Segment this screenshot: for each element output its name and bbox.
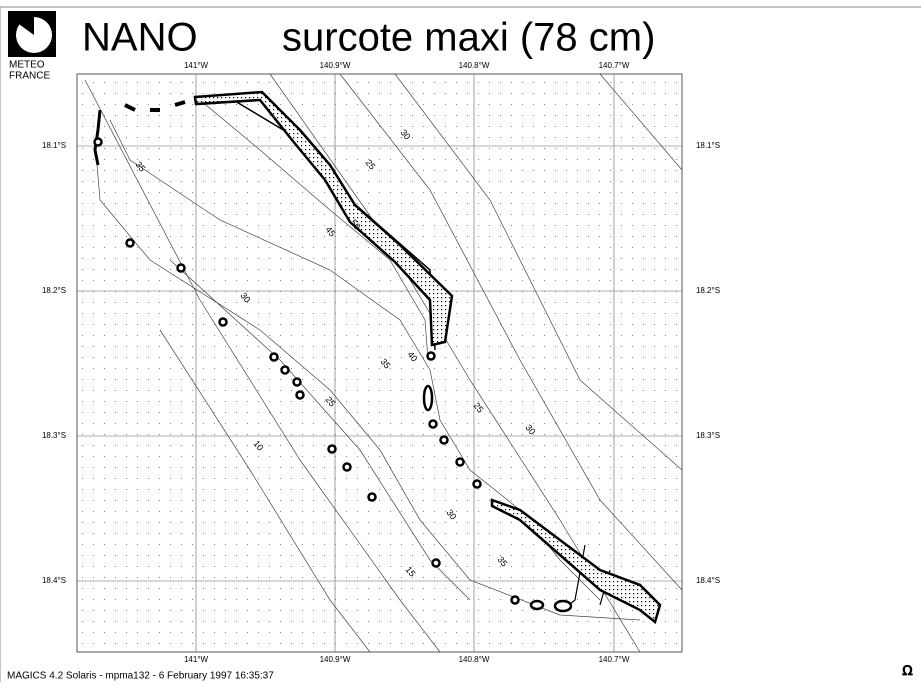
contour-line bbox=[394, 73, 683, 471]
logo: METEO FRANCE bbox=[8, 11, 56, 82]
logo-wedge bbox=[16, 16, 34, 35]
lon-label: 141°W bbox=[184, 655, 209, 664]
islet bbox=[428, 419, 438, 429]
islet bbox=[455, 457, 465, 467]
contour-label: 30 bbox=[523, 423, 537, 437]
islets bbox=[93, 137, 573, 613]
lon-label: 140.9°W bbox=[320, 61, 351, 70]
contour-label: 30 bbox=[444, 508, 458, 522]
islet bbox=[269, 352, 279, 362]
chart-title: surcote maxi (78 cm) bbox=[282, 16, 655, 60]
contour-label: 30 bbox=[398, 128, 412, 142]
lon-label: 140.7°W bbox=[599, 655, 630, 664]
islet bbox=[553, 599, 573, 613]
logo-text: METEO bbox=[9, 60, 45, 71]
islet bbox=[93, 137, 103, 147]
labels: 141°W 141°W 140.9°W 140.9°W 140.8°W 140.8°W 14… bbox=[42, 61, 720, 664]
contour-label: 35 bbox=[133, 160, 147, 174]
contour-line bbox=[169, 259, 471, 601]
islet bbox=[426, 351, 436, 361]
graticule bbox=[77, 74, 682, 652]
lon-label: 140.8°W bbox=[459, 655, 490, 664]
islet bbox=[472, 479, 482, 489]
reef-rim bbox=[490, 498, 662, 625]
contour-line bbox=[199, 99, 429, 361]
lat-label: 18.4°S bbox=[696, 576, 720, 585]
contour-line bbox=[159, 329, 371, 653]
lon-label: 140.7°W bbox=[599, 61, 630, 70]
islet bbox=[176, 263, 186, 273]
islet bbox=[422, 384, 434, 412]
contour-label: 25 bbox=[471, 401, 485, 415]
lat-label: 18.2°S bbox=[696, 286, 720, 295]
islet bbox=[367, 492, 377, 502]
lat-label: 18.1°S bbox=[42, 141, 66, 150]
islet bbox=[529, 599, 545, 611]
contour-label: 45 bbox=[323, 225, 337, 239]
contour-line bbox=[84, 79, 441, 653]
lat-label: 18.1°S bbox=[696, 141, 720, 150]
contour-label: 35 bbox=[378, 357, 392, 371]
contour-label: 50 bbox=[348, 218, 362, 232]
contour-line bbox=[599, 73, 683, 171]
islet bbox=[431, 558, 441, 568]
islet bbox=[280, 365, 290, 375]
lat-label: 18.2°S bbox=[42, 286, 66, 295]
logo-text: FRANCE bbox=[9, 71, 50, 82]
islet bbox=[439, 435, 449, 445]
lat-label: 18.3°S bbox=[696, 431, 720, 440]
contour-label: 25 bbox=[323, 395, 337, 409]
contour-label: 25 bbox=[363, 158, 377, 172]
islet bbox=[510, 595, 520, 605]
islet bbox=[218, 317, 228, 327]
lat-label: 18.3°S bbox=[42, 431, 66, 440]
contour-label: 30 bbox=[238, 291, 252, 305]
reef-rim bbox=[124, 100, 186, 112]
islet bbox=[327, 444, 337, 454]
contour-label: 15 bbox=[403, 565, 417, 579]
islet bbox=[295, 390, 305, 400]
footer: MAGICS 4.2 Solaris - mpma132 - 6 Februar… bbox=[7, 671, 274, 682]
contour-line bbox=[339, 73, 683, 591]
contour-label: 10 bbox=[251, 439, 265, 453]
islet bbox=[125, 238, 135, 248]
contour-label: 40 bbox=[405, 350, 419, 364]
model-name: NANO bbox=[82, 16, 198, 60]
corner-logo: ꭥ bbox=[902, 659, 913, 679]
islet bbox=[292, 377, 302, 387]
reef-rim bbox=[193, 90, 454, 347]
lat-label: 18.4°S bbox=[42, 576, 66, 585]
lon-label: 140.9°W bbox=[320, 655, 351, 664]
lon-label: 141°W bbox=[184, 61, 209, 70]
contour-label: 35 bbox=[495, 555, 509, 569]
lon-label: 140.8°W bbox=[459, 61, 490, 70]
islet bbox=[342, 462, 352, 472]
